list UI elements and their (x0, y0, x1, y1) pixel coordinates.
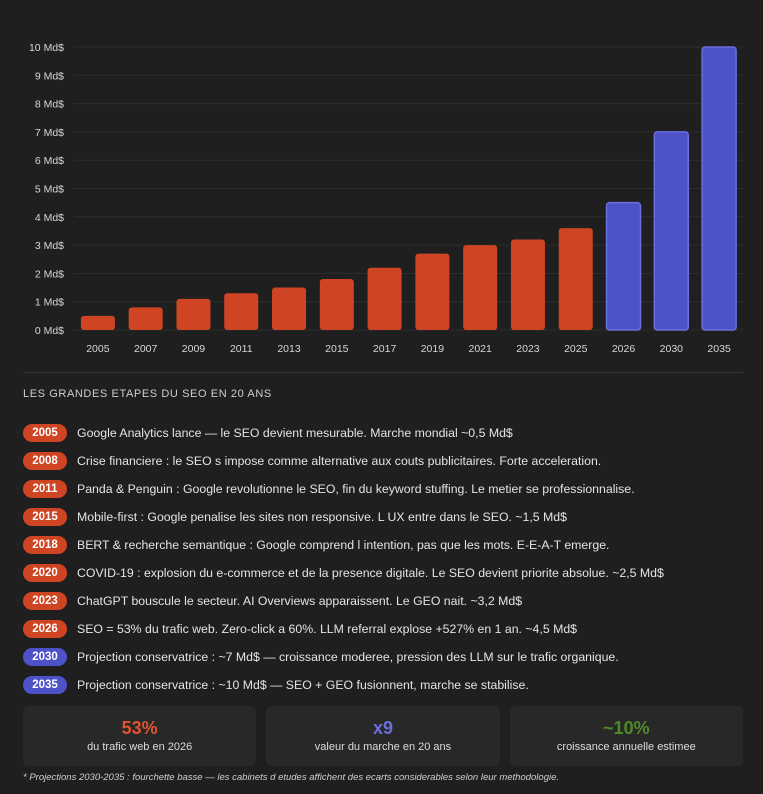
y-tick-label: 0 Md$ (35, 325, 64, 337)
year-badge: 2011 (23, 480, 67, 498)
milestone-item: 2008 Crise financiere : le SEO s impose c… (23, 447, 748, 475)
x-tick-label: 2021 (468, 343, 492, 355)
stat-card-market: x9 valeur du marche en 20 ans (266, 706, 500, 766)
y-tick-label: 6 Md$ (35, 155, 64, 167)
y-tick-label: 3 Md$ (35, 240, 64, 252)
milestone-text: Panda & Penguin : Google revolutionne le… (77, 482, 635, 496)
milestone-item: 2020 COVID-19 : explosion du e-commerce e… (23, 559, 748, 587)
y-tick-label: 8 Md$ (35, 99, 64, 111)
milestone-item: 2035 Projection conservatrice : ~10 Md$ —… (23, 671, 748, 699)
milestone-text: Crise financiere : le SEO s impose comme… (77, 454, 602, 468)
x-tick-label: 2026 (612, 343, 636, 355)
section-title: LES GRANDES ETAPES DU SEO EN 20 ANS (23, 388, 272, 400)
y-tick-label: 7 Md$ (35, 127, 64, 139)
bar-2023 (510, 239, 545, 330)
stat-label: croissance annuelle estimee (556, 741, 696, 753)
x-tick-label: 2023 (516, 343, 540, 355)
bar-chart: 0 Md$ 1 Md$ 2 Md$ 3 Md$ 4 Md$ 5 Md$ 6 Md$ 7 Md$… (29, 42, 743, 355)
stat-value: 53% (121, 718, 158, 738)
milestone-item: 2030 Projection conservatrice : ~7 Md$ — … (23, 643, 748, 671)
x-tick-label: 2030 (660, 343, 684, 355)
milestone-item: 2011 Panda & Penguin : Google revolutionn… (23, 475, 748, 503)
year-badge: 2005 (23, 424, 67, 442)
milestone-text: Projection conservatrice : ~7 Md$ — croi… (77, 650, 619, 664)
milestone-list: 2005 Google Analytics lance — le SEO devi… (23, 419, 748, 699)
stat-card-growth: ~10% croissance annuelle estimee (509, 706, 743, 766)
x-tick-label: 2035 (707, 343, 731, 355)
bar-2035 (701, 46, 737, 331)
milestone-text: SEO = 53% du trafic web. Zero-click a 60… (77, 622, 577, 636)
y-tick-label: 4 Md$ (35, 212, 64, 224)
milestone-item: 2005 Google Analytics lance — le SEO devi… (23, 419, 748, 447)
milestone-text: Projection conservatrice : ~10 Md$ — SEO… (77, 678, 529, 692)
bar-2013 (272, 287, 307, 330)
bar-2005 (80, 315, 115, 330)
y-tick-label: 1 Md$ (35, 297, 64, 309)
milestone-item: 2018 BERT & recherche semantique : Google… (23, 531, 748, 559)
milestone-text: COVID-19 : explosion du e-commerce et de… (77, 566, 664, 580)
x-tick-label: 2007 (134, 343, 158, 355)
year-badge: 2023 (23, 592, 67, 610)
bar-2009 (176, 298, 211, 330)
milestone-item: 2023 ChatGPT bouscule le secteur. AI Over… (23, 587, 748, 615)
footnote: * Projections 2030-2035 : fourchette bas… (23, 772, 560, 783)
stat-label: valeur du marche en 20 ans (314, 741, 452, 753)
x-tick-label: 2019 (421, 343, 445, 355)
year-badge: 2020 (23, 564, 67, 582)
milestone-text: Mobile-first : Google penalise les sites… (77, 510, 567, 524)
y-tick-label: 9 Md$ (35, 70, 64, 82)
milestone-text: BERT & recherche semantique : Google com… (77, 538, 610, 552)
year-badge: 2030 (23, 648, 67, 666)
bar-2026 (605, 201, 642, 331)
y-tick-label: 5 Md$ (35, 184, 64, 196)
x-tick-label: 2017 (373, 343, 397, 355)
stats-row: 53% du trafic web en 2026 x9 valeur du m… (23, 706, 743, 766)
x-tick-label: 2011 (230, 343, 253, 355)
milestone-text: ChatGPT bouscule le secteur. AI Overview… (77, 594, 523, 608)
stat-value: x9 (372, 718, 393, 738)
stat-card-traffic: 53% du trafic web en 2026 (23, 706, 257, 766)
year-badge: 2008 (23, 452, 67, 470)
y-tick-label: 2 Md$ (35, 268, 64, 280)
milestone-item: 2026 SEO = 53% du trafic web. Zero-click … (23, 615, 748, 643)
bar-2019 (415, 253, 450, 330)
year-badge: 2035 (23, 676, 67, 694)
milestone-item: 2015 Mobile-first : Google penalise les s… (23, 503, 748, 531)
year-badge: 2026 (23, 620, 67, 638)
x-tick-label: 2025 (564, 343, 588, 355)
bar-2021 (463, 245, 498, 330)
bar-2030 (653, 131, 690, 331)
x-tick-label: 2015 (325, 343, 349, 355)
bar-2007 (128, 307, 163, 330)
milestone-text: Google Analytics lance — le SEO devient … (77, 426, 513, 440)
bar-2015 (319, 279, 354, 330)
x-tick-label: 2005 (86, 343, 110, 355)
stat-value: ~10% (603, 718, 650, 738)
bar-2017 (367, 267, 402, 330)
x-tick-label: 2009 (182, 343, 206, 355)
x-tick-label: 2013 (277, 343, 301, 355)
bar-2025 (558, 228, 593, 330)
bar-2011 (224, 293, 259, 330)
y-tick-label: 10 Md$ (29, 42, 64, 54)
stat-label: du trafic web en 2026 (87, 741, 193, 753)
year-badge: 2015 (23, 508, 67, 526)
year-badge: 2018 (23, 536, 67, 554)
divider (23, 372, 743, 373)
